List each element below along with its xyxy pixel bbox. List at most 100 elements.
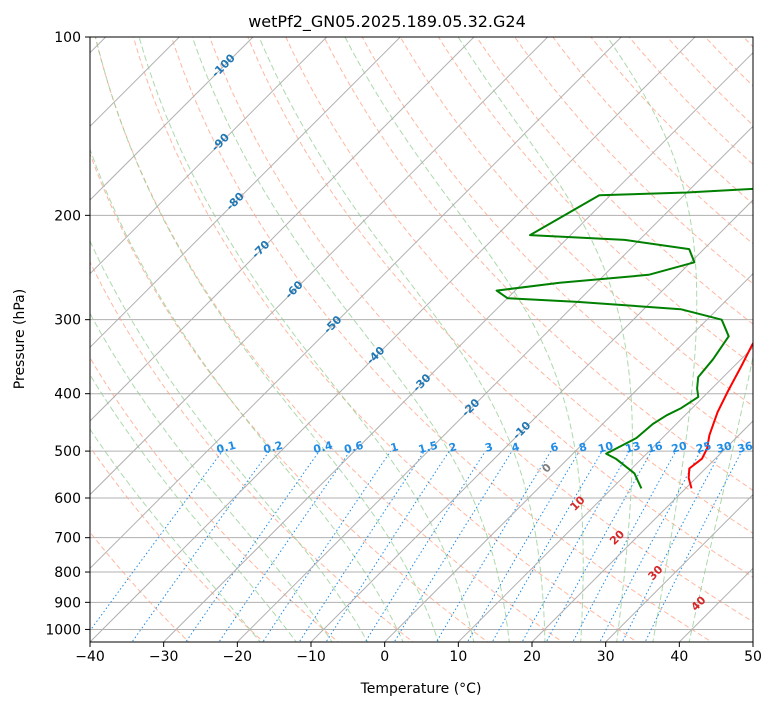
isotherm-line xyxy=(752,641,753,642)
y-axis-ticks: 100 200 300 400 500 600 700 800 900 1000 xyxy=(45,30,90,638)
mixing-ratio-value-label: 13 xyxy=(624,439,642,456)
mixing-ratio-line xyxy=(90,450,223,632)
isotherm-line xyxy=(531,420,753,642)
mixing-ratio-line xyxy=(298,450,425,642)
dry-adiabat-line xyxy=(769,24,775,645)
mixing-ratio-line xyxy=(262,450,392,642)
isotherm-line xyxy=(457,346,753,642)
y-tick-label: 800 xyxy=(54,565,81,581)
mixing-ratio-value-label: 2 xyxy=(447,440,458,455)
dry-adiabat-line xyxy=(94,37,564,642)
x-tick-label: −20 xyxy=(223,649,253,665)
dry-adiabat-line xyxy=(90,260,414,642)
x-tick-label: 30 xyxy=(597,649,615,665)
mixing-ratio-value-label: 8 xyxy=(577,440,588,455)
temperature-profile-line xyxy=(687,341,753,489)
moist-adiabat-line xyxy=(90,428,261,642)
y-tick-label: 1000 xyxy=(45,622,81,638)
isotherm-line xyxy=(310,199,753,642)
dry-adiabat-line xyxy=(90,152,489,642)
x-axis-label: Temperature (°C) xyxy=(360,681,482,697)
y-tick-label: 500 xyxy=(54,444,81,460)
plot-frame xyxy=(89,36,754,643)
x-tick-label: 0 xyxy=(380,649,389,665)
isotherm-line xyxy=(90,37,549,496)
dry-adiabat-line xyxy=(476,37,753,325)
x-tick-label: −10 xyxy=(296,649,326,665)
y-tick-label: 400 xyxy=(54,387,81,403)
mixing-ratio-line xyxy=(131,450,270,642)
mixing-ratio-line xyxy=(599,450,701,642)
mixing-ratio-value-label: 10 xyxy=(596,439,614,456)
mixing-ratio-line xyxy=(185,450,320,642)
x-tick-label: 20 xyxy=(523,649,541,665)
dewpoint-profile-line xyxy=(495,187,753,489)
moist-adiabat-line xyxy=(606,37,698,642)
moist-adiabat-line xyxy=(344,37,584,642)
mixing-ratio-value-label: 0.6 xyxy=(343,439,366,457)
mixing-ratio-value-label: 1.5 xyxy=(417,439,439,457)
y-tick-label: 100 xyxy=(54,30,81,46)
isotherms xyxy=(90,37,753,642)
mixing-ratio-value-label: 6 xyxy=(549,440,560,455)
isotherm-line xyxy=(604,493,753,642)
dry-adiabat-line xyxy=(90,531,190,642)
x-axis-ticks: −40 −30 −20 −10 0 10 20 30 40 50 xyxy=(75,642,762,665)
mixing-ratio-value-label: 16 xyxy=(646,439,664,456)
mixing-ratio-value-label: 20 xyxy=(670,439,688,456)
y-tick-label: 900 xyxy=(54,595,81,611)
mixing-ratio-line xyxy=(218,450,351,642)
mixing-ratio-line xyxy=(572,450,677,642)
mixing-ratio-line xyxy=(393,450,513,642)
isotherm-line xyxy=(90,37,475,422)
moist-adiabat-line xyxy=(258,37,546,642)
isotherm-line xyxy=(162,51,753,642)
chart-title: wetPf2_GN05.2025.189.05.32.G24 xyxy=(248,12,526,32)
x-tick-label: −40 xyxy=(75,649,105,665)
dry-adiabat-line xyxy=(132,37,638,642)
mixing-ratio-line xyxy=(621,450,722,642)
dry-adiabat-line xyxy=(90,356,340,642)
moist-adiabat-line xyxy=(90,239,369,642)
mixing-ratio-line xyxy=(325,450,450,642)
sounding-profiles xyxy=(495,187,753,489)
mixing-ratio-value-label: 0.1 xyxy=(215,439,237,457)
dry-adiabat-line xyxy=(285,37,753,535)
isotherm-line xyxy=(90,37,328,275)
moist-adiabat-line xyxy=(90,147,404,642)
mixing-ratio-value-label: 36 xyxy=(736,439,754,456)
x-tick-label: 10 xyxy=(449,649,467,665)
dry-adiabat-line xyxy=(170,37,713,642)
isotherm-line xyxy=(383,272,753,642)
isotherm-line xyxy=(90,37,254,201)
dry-adiabat-line xyxy=(437,37,753,366)
mixing-ratio-lines xyxy=(90,450,743,642)
y-tick-label: 700 xyxy=(54,531,81,547)
y-tick-label: 600 xyxy=(54,491,81,507)
isotherm-line xyxy=(90,37,402,349)
y-tick-label: 200 xyxy=(54,208,81,224)
dry-adiabat-line xyxy=(247,37,753,578)
mixing-ratio-value-label: 25 xyxy=(695,439,713,456)
dry-adiabat-line xyxy=(361,37,753,449)
dry-adiabat-line xyxy=(323,37,753,491)
moist-adiabat-line xyxy=(90,312,333,642)
x-tick-label: −30 xyxy=(149,649,179,665)
mixing-ratio-value-label: 0.4 xyxy=(312,439,335,457)
mixing-ratio-value-label: 4 xyxy=(510,440,521,455)
isotherm-line xyxy=(90,37,696,642)
dry-adiabats xyxy=(90,24,775,645)
mixing-ratio-value-label: 0.2 xyxy=(262,439,284,457)
moist-adiabat-line xyxy=(191,37,510,642)
mixing-ratio-value-label: 1 xyxy=(389,440,400,455)
y-tick-label: 300 xyxy=(54,313,81,329)
isotherm-line xyxy=(236,125,753,642)
mixing-ratio-line xyxy=(466,450,580,642)
mixing-ratio-value-label: 3 xyxy=(484,440,495,455)
mixing-ratio-value-label: 30 xyxy=(715,439,733,456)
isotherm-line xyxy=(90,37,623,570)
moist-adiabat-line xyxy=(94,37,439,642)
x-tick-label: 50 xyxy=(744,649,762,665)
x-tick-label: 40 xyxy=(670,649,688,665)
y-axis-label: Pressure (hPa) xyxy=(12,289,28,389)
